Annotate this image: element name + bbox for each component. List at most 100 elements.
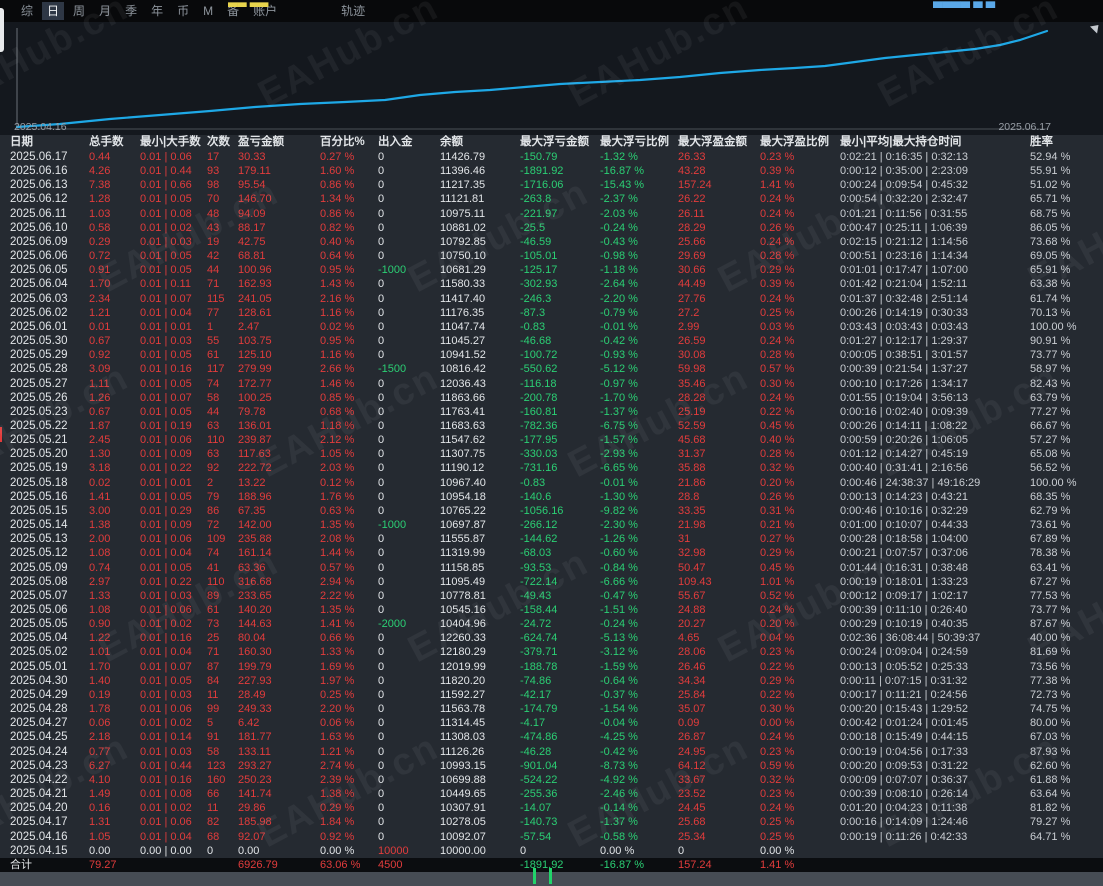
tab-2[interactable]: 周 bbox=[73, 4, 86, 18]
cell-4: 141.74 bbox=[238, 788, 272, 801]
table-row[interactable]: 2025.06.01 0.01 0.01 | 0.01 1 2.47 0.02 % 0 110… bbox=[0, 320, 1103, 334]
table-row[interactable]: 2025.04.24 0.77 0.01 | 0.03 58 133.11 1.21 % 0… bbox=[0, 745, 1103, 759]
cell-7: 11417.40 bbox=[440, 292, 486, 305]
table-row[interactable]: 2025.05.07 1.33 0.01 | 0.03 89 233.65 2.22 % 0… bbox=[0, 589, 1103, 603]
table-row[interactable]: 2025.06.12 1.28 0.01 | 0.05 70 146.70 1.34 % 0… bbox=[0, 192, 1103, 206]
table-row[interactable]: 2025.06.17 0.44 0.01 | 0.06 17 30.33 0.27 % 0 1… bbox=[0, 150, 1103, 164]
table-row[interactable]: 2025.06.05 0.91 0.01 | 0.05 44 100.96 0.95 % -… bbox=[0, 263, 1103, 277]
table-row[interactable]: 2025.04.30 1.40 0.01 | 0.05 84 227.93 1.97 % 0… bbox=[0, 674, 1103, 688]
cell-0: 2025.05.30 bbox=[10, 335, 68, 348]
table-row[interactable]: 2025.06.09 0.29 0.01 | 0.03 19 42.75 0.40 % 0 1… bbox=[0, 235, 1103, 249]
cell-12: 0:00:21 | 0:07:57 | 0:37:06 bbox=[840, 547, 969, 560]
table-row[interactable]: 2025.05.01 1.70 0.01 | 0.07 87 199.79 1.69 % 0… bbox=[0, 660, 1103, 674]
table-row[interactable]: 2025.06.13 7.38 0.01 | 0.66 98 95.54 0.86 % 0 1… bbox=[0, 178, 1103, 192]
cell-1: 0.67 bbox=[89, 405, 111, 418]
clipped-link[interactable]: ▆▆▆▆ ▆ ▆ bbox=[933, 0, 996, 8]
cell-13: 73.68 % bbox=[1030, 235, 1071, 248]
tab-1[interactable]: 日 bbox=[42, 2, 65, 20]
cell-1: 1.22 bbox=[89, 632, 111, 645]
table-row[interactable]: 2025.04.20 0.16 0.01 | 0.02 11 29.86 0.29 % 0 1… bbox=[0, 801, 1103, 815]
cell-12: 0:02:15 | 0:21:12 | 1:14:56 bbox=[840, 235, 969, 248]
table-row[interactable]: 2025.04.17 1.31 0.01 | 0.06 82 185.98 1.84 % 0… bbox=[0, 815, 1103, 829]
table-row[interactable]: 2025.04.16 1.05 0.01 | 0.04 68 92.07 0.92 % 0 1… bbox=[0, 830, 1103, 844]
table-row[interactable]: 2025.05.23 0.67 0.01 | 0.05 44 79.78 0.68 % 0 1… bbox=[0, 405, 1103, 419]
table-row[interactable]: 2025.05.20 1.30 0.01 | 0.09 63 117.63 1.05 % 0… bbox=[0, 447, 1103, 461]
table-row[interactable]: 2025.05.14 1.38 0.01 | 0.09 72 142.00 1.35 % -… bbox=[0, 518, 1103, 532]
table-row[interactable]: 2025.04.25 2.18 0.01 | 0.14 91 181.77 1.63 % 0… bbox=[0, 730, 1103, 744]
cell-11: 0.24 % bbox=[760, 292, 795, 305]
table-row[interactable]: 2025.06.16 4.26 0.01 | 0.44 93 179.11 1.60 % 0… bbox=[0, 164, 1103, 178]
cell-9: -4.92 % bbox=[600, 773, 638, 786]
cell-12: 0:01:20 | 0:04:23 | 0:11:38 bbox=[840, 802, 968, 815]
table-row[interactable]: 2025.05.05 0.90 0.01 | 0.02 73 144.63 1.41 % -… bbox=[0, 617, 1103, 631]
tab-8[interactable]: 备 bbox=[227, 4, 240, 18]
table-row[interactable]: 2025.04.27 0.06 0.01 | 0.02 5 6.42 0.06 % 0 113… bbox=[0, 716, 1103, 730]
table-row[interactable]: 2025.05.13 2.00 0.01 | 0.06 109 235.88 2.08 %… bbox=[0, 532, 1103, 546]
table-row[interactable]: 2025.06.02 1.21 0.01 | 0.04 77 128.61 1.16 % 0… bbox=[0, 306, 1103, 320]
table-row[interactable]: 2025.05.18 0.02 0.01 | 0.01 2 13.22 0.12 % 0 10… bbox=[0, 476, 1103, 490]
cell-3: 71 bbox=[207, 278, 220, 291]
table-row[interactable]: 2025.04.23 6.27 0.01 | 0.44 123 293.27 2.74 %… bbox=[0, 759, 1103, 773]
tab-4[interactable]: 季 bbox=[125, 4, 138, 18]
table-row[interactable]: 2025.05.06 1.08 0.01 | 0.06 61 140.20 1.35 % 0… bbox=[0, 603, 1103, 617]
cell-2: 0.01 | 0.04 bbox=[140, 646, 192, 659]
cell-13: 69.05 % bbox=[1030, 250, 1071, 263]
cell-1: 3.18 bbox=[89, 462, 111, 475]
tab-7[interactable]: M bbox=[203, 4, 214, 18]
table-row[interactable]: 2025.05.12 1.08 0.01 | 0.04 74 161.14 1.44 % 0… bbox=[0, 546, 1103, 560]
table-row[interactable]: 2025.04.28 1.78 0.01 | 0.06 99 249.33 2.20 % 0… bbox=[0, 702, 1103, 716]
table-row[interactable]: 2025.04.29 0.19 0.01 | 0.03 11 28.49 0.25 % 0 1… bbox=[0, 688, 1103, 702]
cell-13: 70.13 % bbox=[1030, 306, 1071, 319]
table-row[interactable]: 2025.06.10 0.58 0.01 | 0.02 43 88.17 0.82 % 0 1… bbox=[0, 221, 1103, 235]
table-row[interactable]: 2025.04.21 1.49 0.01 | 0.08 66 141.74 1.38 % 0… bbox=[0, 787, 1103, 801]
cell-6: 0 bbox=[378, 816, 385, 829]
cell-10: 0.09 bbox=[678, 717, 700, 730]
table-row[interactable]: 2025.05.30 0.67 0.01 | 0.03 55 103.75 0.95 % 0… bbox=[0, 334, 1103, 348]
table-row[interactable]: 2025.06.04 1.70 0.01 | 0.11 71 162.93 1.43 % 0… bbox=[0, 277, 1103, 291]
tab-trajectory[interactable]: 轨迹 bbox=[341, 4, 366, 18]
cell-13: 67.03 % bbox=[1030, 731, 1071, 744]
tab-9[interactable]: 账户 bbox=[253, 4, 278, 18]
table-row[interactable]: 2025.05.02 1.01 0.01 | 0.04 71 160.30 1.33 % 0… bbox=[0, 645, 1103, 659]
cell-1: 0.19 bbox=[89, 688, 111, 701]
table-row[interactable]: 2025.06.06 0.72 0.01 | 0.05 42 68.81 0.64 % 0 1… bbox=[0, 249, 1103, 263]
cell-8: -46.59 bbox=[520, 235, 552, 248]
tab-3[interactable]: 月 bbox=[99, 4, 112, 18]
cell-1: 0.44 bbox=[89, 151, 111, 163]
cell-11: 1.41 % bbox=[760, 179, 795, 192]
table-row[interactable]: 2025.06.03 2.34 0.01 | 0.07 115 241.05 2.16 %… bbox=[0, 292, 1103, 306]
table-row[interactable]: 2025.05.28 3.09 0.01 | 0.16 117 279.99 2.66 %… bbox=[0, 362, 1103, 376]
table-row[interactable]: 2025.05.16 1.41 0.01 | 0.05 79 188.96 1.76 % 0… bbox=[0, 490, 1103, 504]
cell-10: 20.27 bbox=[678, 618, 706, 631]
table-row[interactable]: 2025.04.15 0.00 0.00 | 0.00 0 0.00 0.00 % 1000… bbox=[0, 844, 1103, 858]
tab-0[interactable]: 综 bbox=[21, 4, 34, 18]
table-row[interactable]: 2025.04.22 4.10 0.01 | 0.16 160 250.23 2.39 %… bbox=[0, 773, 1103, 787]
table-row[interactable]: 2025.05.22 1.87 0.01 | 0.19 63 136.01 1.18 % 0… bbox=[0, 419, 1103, 433]
cell-11: 0.24 % bbox=[760, 193, 795, 206]
tab-6[interactable]: 币 bbox=[177, 4, 190, 18]
cell-8: -14.07 bbox=[520, 802, 552, 815]
table-row[interactable]: 2025.05.27 1.11 0.01 | 0.05 74 172.77 1.46 % 0… bbox=[0, 377, 1103, 391]
table-row[interactable]: 2025.06.11 1.03 0.01 | 0.08 48 94.09 0.86 % 0 1… bbox=[0, 207, 1103, 221]
cell-3: 74 bbox=[207, 547, 220, 560]
cell-7: 11095.49 bbox=[440, 575, 486, 588]
cell-0: 2025.05.02 bbox=[10, 646, 68, 659]
table-row[interactable]: 2025.05.21 2.45 0.01 | 0.06 110 239.87 2.12 %… bbox=[0, 433, 1103, 447]
cell-5: 0.68 % bbox=[320, 405, 355, 418]
cell-0: 2025.06.11 bbox=[10, 207, 67, 220]
cell-11: 0.29 % bbox=[760, 547, 795, 560]
cell-3: 19 bbox=[207, 235, 220, 248]
cell-12 bbox=[840, 858, 1030, 872]
tab-5[interactable]: 年 bbox=[151, 4, 164, 18]
cell-8: -93.53 bbox=[520, 561, 552, 574]
table-row[interactable]: 2025.05.19 3.18 0.01 | 0.22 92 222.72 2.03 % 0… bbox=[0, 461, 1103, 475]
table-row[interactable]: 2025.05.15 3.00 0.01 | 0.29 86 67.35 0.63 % 0 1… bbox=[0, 504, 1103, 518]
table-row[interactable]: 2025.05.09 0.74 0.01 | 0.05 41 63.36 0.57 % 0 1… bbox=[0, 561, 1103, 575]
cell-13: 87.93 % bbox=[1030, 745, 1071, 758]
table-row[interactable]: 2025.05.29 0.92 0.01 | 0.05 61 125.10 1.16 % 0… bbox=[0, 348, 1103, 362]
table-row[interactable]: 2025.05.26 1.26 0.01 | 0.07 58 100.25 0.85 % 0… bbox=[0, 391, 1103, 405]
table-row[interactable]: 2025.05.04 1.22 0.01 | 0.16 25 80.04 0.66 % 0 1… bbox=[0, 631, 1103, 645]
cell-9: -0.43 % bbox=[600, 235, 638, 248]
table-row[interactable]: 2025.05.08 2.97 0.01 | 0.22 110 316.68 2.94 %… bbox=[0, 575, 1103, 589]
cell-8: -302.93 bbox=[520, 278, 558, 291]
